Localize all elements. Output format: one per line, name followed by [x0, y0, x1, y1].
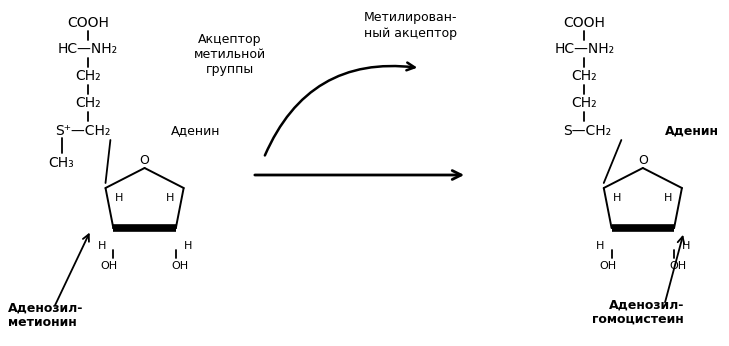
- Text: метионин: метионин: [8, 316, 77, 328]
- Text: S—CH₂: S—CH₂: [563, 124, 611, 138]
- Text: CH₂: CH₂: [572, 96, 597, 110]
- Text: H: H: [682, 241, 690, 251]
- Text: H: H: [613, 193, 622, 203]
- Text: ный акцептор: ный акцептор: [364, 27, 457, 39]
- Text: Аденозил-: Аденозил-: [8, 301, 83, 315]
- Text: Аденин: Аденин: [666, 125, 720, 137]
- Text: OH: OH: [599, 261, 616, 271]
- Text: CH₂: CH₂: [75, 69, 101, 83]
- Text: OH: OH: [669, 261, 687, 271]
- Text: HC—NH₂: HC—NH₂: [58, 42, 118, 56]
- Text: гомоцистеин: гомоцистеин: [592, 312, 684, 326]
- Text: Аденозил-: Аденозил-: [609, 299, 684, 311]
- Text: метильной: метильной: [193, 48, 265, 62]
- Text: CH₂: CH₂: [75, 96, 101, 110]
- Text: COOH: COOH: [564, 16, 605, 30]
- Text: H: H: [596, 241, 604, 251]
- Text: H: H: [115, 193, 123, 203]
- Text: H: H: [98, 241, 106, 251]
- Text: Акцептор: Акцептор: [198, 34, 261, 46]
- Text: HC—NH₂: HC—NH₂: [554, 42, 615, 56]
- Text: группы: группы: [206, 64, 254, 76]
- Text: H: H: [664, 193, 672, 203]
- Text: Аденин: Аденин: [171, 125, 220, 137]
- Text: OH: OH: [101, 261, 118, 271]
- Text: CH₃: CH₃: [49, 156, 74, 170]
- Text: O: O: [638, 154, 648, 166]
- Text: H: H: [184, 241, 192, 251]
- Text: OH: OH: [171, 261, 188, 271]
- Text: CH₂: CH₂: [572, 69, 597, 83]
- Text: COOH: COOH: [67, 16, 109, 30]
- Text: Метилирован-: Метилирован-: [364, 11, 457, 25]
- Text: S⁺—CH₂: S⁺—CH₂: [55, 124, 111, 138]
- Text: O: O: [140, 154, 149, 166]
- Text: H: H: [165, 193, 174, 203]
